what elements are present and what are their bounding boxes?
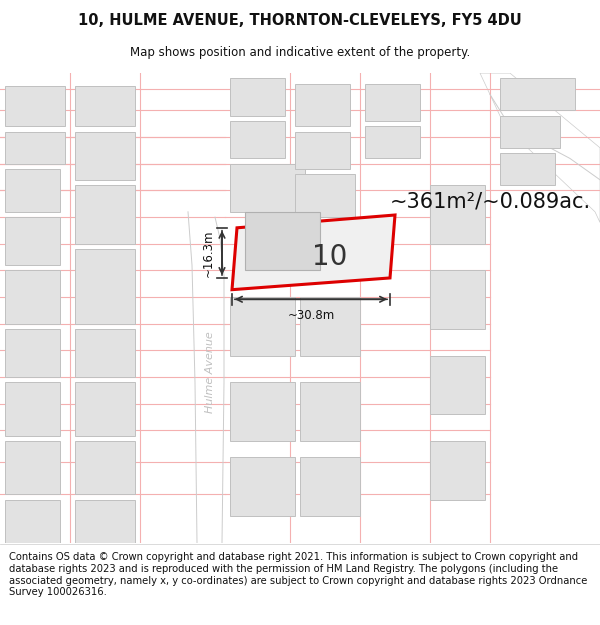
Bar	[75, 185, 135, 244]
Bar	[5, 382, 60, 436]
Bar	[365, 84, 420, 121]
Bar	[500, 153, 555, 185]
Bar	[500, 79, 575, 111]
Polygon shape	[480, 73, 600, 222]
Bar	[300, 297, 360, 356]
Text: 10, HULME AVENUE, THORNTON-CLEVELEYS, FY5 4DU: 10, HULME AVENUE, THORNTON-CLEVELEYS, FY…	[78, 13, 522, 28]
Bar	[230, 79, 285, 116]
Bar	[430, 185, 485, 244]
Polygon shape	[188, 209, 224, 542]
Bar	[5, 271, 60, 324]
Bar	[500, 116, 560, 148]
Text: 10: 10	[313, 242, 347, 271]
Bar	[5, 86, 65, 126]
Bar	[295, 84, 350, 126]
Bar	[230, 382, 295, 441]
Bar	[75, 132, 135, 180]
Polygon shape	[232, 215, 395, 289]
Bar	[5, 169, 60, 212]
Text: ~361m²/~0.089ac.: ~361m²/~0.089ac.	[390, 191, 591, 211]
Bar	[430, 441, 485, 500]
Bar	[245, 212, 320, 271]
Bar	[230, 121, 285, 159]
Bar	[75, 329, 135, 377]
Bar	[75, 382, 135, 436]
Text: ~16.3m: ~16.3m	[202, 229, 215, 277]
Wedge shape	[188, 201, 213, 214]
Bar	[300, 382, 360, 441]
Bar	[430, 356, 485, 414]
Bar	[230, 297, 295, 356]
Bar	[5, 500, 60, 542]
Bar	[295, 132, 350, 169]
Bar	[5, 217, 60, 265]
Text: Hulme Avenue: Hulme Avenue	[205, 331, 215, 412]
Bar	[75, 249, 135, 324]
Bar	[75, 500, 135, 542]
Bar	[295, 174, 355, 217]
Bar	[75, 441, 135, 494]
Bar	[75, 86, 135, 126]
Bar	[5, 132, 65, 164]
Bar	[365, 126, 420, 159]
Bar	[5, 441, 60, 494]
Bar	[430, 271, 485, 329]
Text: Map shows position and indicative extent of the property.: Map shows position and indicative extent…	[130, 46, 470, 59]
Text: ~30.8m: ~30.8m	[287, 309, 335, 322]
Text: Contains OS data © Crown copyright and database right 2021. This information is : Contains OS data © Crown copyright and d…	[9, 552, 587, 598]
Bar	[5, 329, 60, 377]
Bar	[300, 457, 360, 516]
Bar	[230, 457, 295, 516]
Bar	[230, 164, 305, 212]
